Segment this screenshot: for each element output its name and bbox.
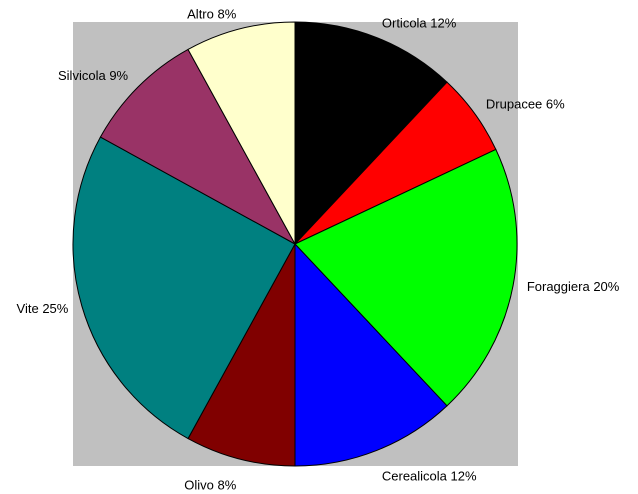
category-name: Altro [187, 7, 214, 22]
pie-slice [187, 243, 296, 467]
slice-label: Cerealicola 12% [382, 469, 477, 484]
category-name: Olivo [184, 478, 214, 493]
category-name: Foraggiera [527, 280, 591, 295]
value-label: 6% [546, 97, 565, 112]
slice-label: Olivo 8% [184, 478, 236, 493]
slice-label: Altro 8% [187, 7, 237, 22]
slice-label: Foraggiera 20% [527, 280, 620, 295]
value-label: 8% [218, 7, 237, 22]
slice-label: Silvicola 9% [58, 69, 129, 84]
value-label: 9% [109, 69, 128, 84]
pie-slice [99, 48, 297, 246]
pie-slice [72, 136, 296, 440]
value-label: 8% [218, 478, 237, 493]
pie-slice [294, 148, 518, 407]
value-label: 12% [451, 469, 477, 484]
slice-label: Drupacee 6% [486, 97, 565, 112]
value-label: 12% [430, 16, 456, 31]
category-name: Vite [17, 301, 39, 316]
value-label: 25% [42, 301, 68, 316]
category-name: Drupacee [486, 97, 542, 112]
pie-slice [294, 242, 448, 467]
value-label: 20% [593, 280, 619, 295]
slice-label: Vite 25% [17, 301, 69, 316]
slice-label: Orticola 12% [382, 16, 457, 31]
pie-slice [294, 21, 448, 246]
category-name: Cerealicola [382, 469, 448, 484]
pie-slice [187, 21, 296, 245]
category-name: Orticola [382, 16, 428, 31]
category-name: Silvicola [58, 69, 106, 84]
